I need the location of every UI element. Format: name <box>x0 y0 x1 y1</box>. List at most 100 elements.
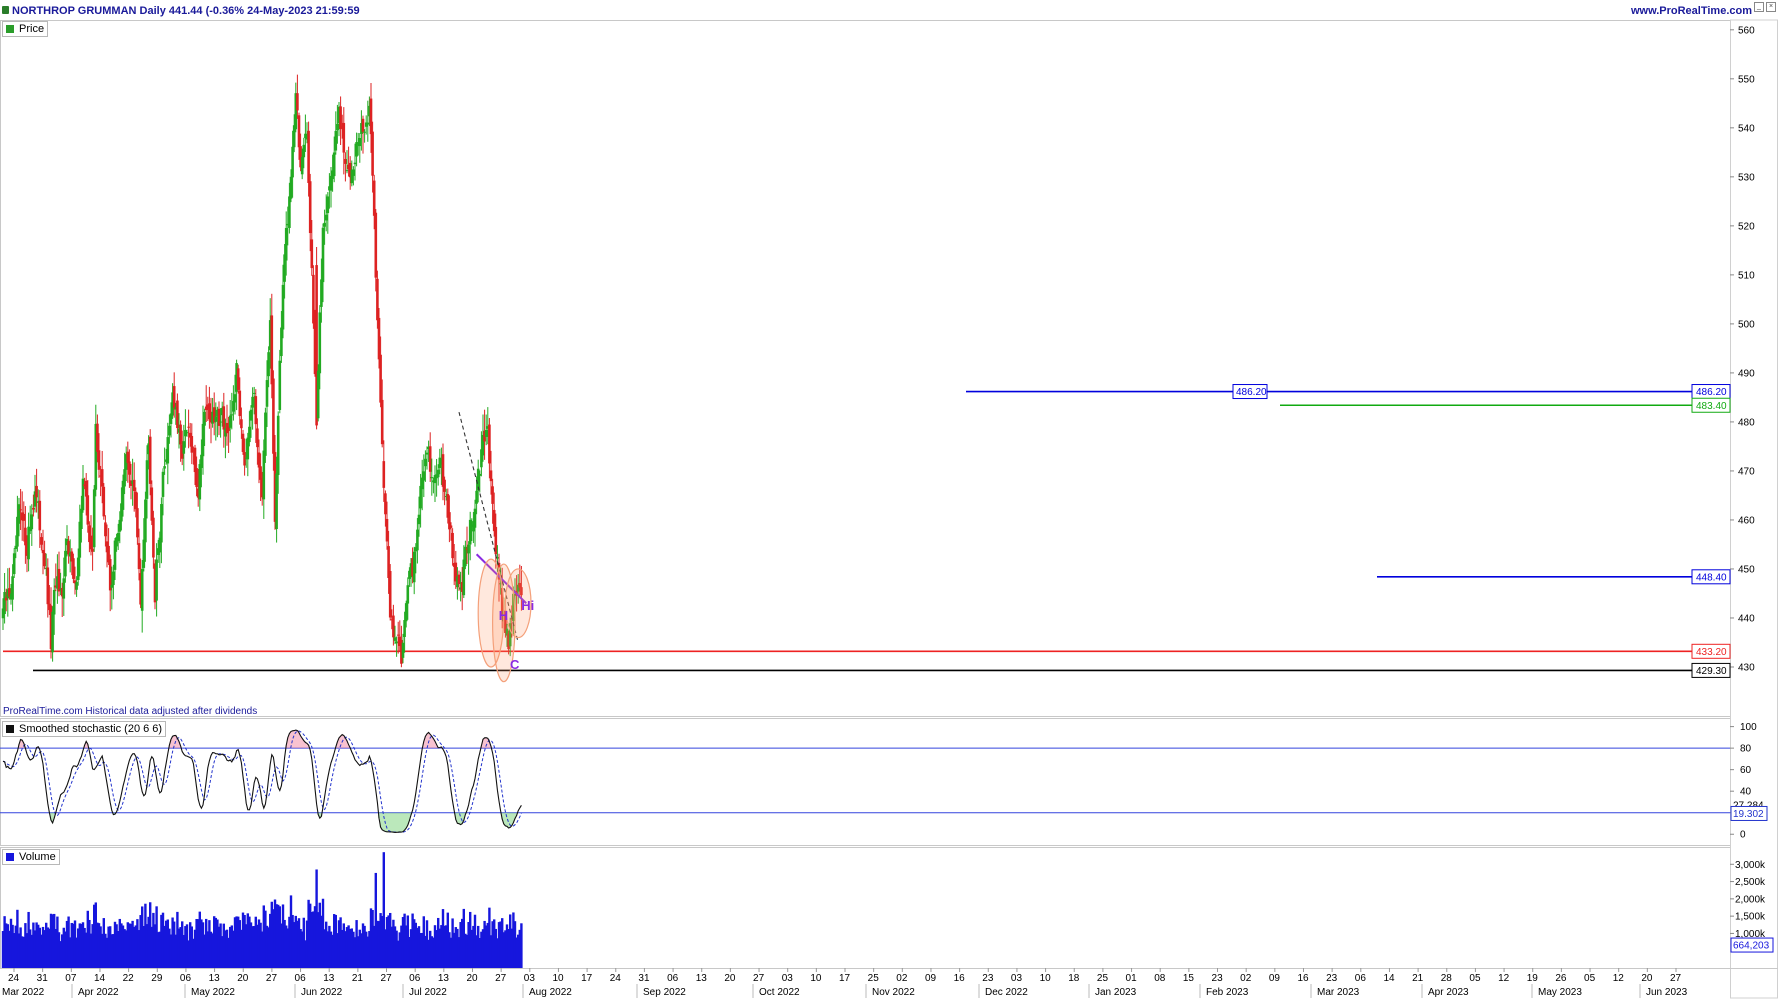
volume-bar <box>494 928 497 968</box>
stoch-ytick-label: 80 <box>1740 744 1752 755</box>
volume-bar <box>241 912 245 968</box>
volume-bar <box>435 930 438 968</box>
candle <box>48 585 51 615</box>
candle-body <box>390 619 394 621</box>
volume-bar <box>507 928 510 968</box>
volume-bar <box>46 927 49 968</box>
price-ytick-label: 490 <box>1738 368 1755 379</box>
volume-ytick-label: 1,000k <box>1735 929 1766 940</box>
x-day-label: 06 <box>180 973 192 984</box>
candle-body <box>128 461 131 475</box>
volume-last-label: 664,203 <box>1733 941 1770 952</box>
candle-body <box>328 186 331 191</box>
price-panel-label[interactable]: Price <box>2 21 49 37</box>
volume-bar <box>448 932 451 968</box>
candle <box>9 583 13 605</box>
candle-body <box>227 426 230 431</box>
candle <box>27 512 30 572</box>
candle <box>505 623 509 647</box>
site-link[interactable]: www.ProRealTime.com <box>1630 5 1752 17</box>
x-day-label: 14 <box>94 973 106 984</box>
volume-bar <box>96 922 99 968</box>
x-day-label: 13 <box>323 973 335 984</box>
candle <box>177 413 181 449</box>
candle-body <box>288 196 291 228</box>
candle <box>312 265 315 329</box>
x-month-label: Apr 2023 <box>1428 987 1469 998</box>
candle-body <box>179 424 182 445</box>
candle <box>104 515 107 547</box>
candle <box>36 489 40 519</box>
candle <box>272 370 275 471</box>
candle <box>492 492 496 537</box>
candle <box>86 480 90 533</box>
candle-body <box>120 503 123 522</box>
candle <box>473 499 477 547</box>
candle-body <box>182 441 186 454</box>
candle-body <box>241 433 245 452</box>
candle-body <box>380 399 384 445</box>
volume-bar <box>120 923 123 968</box>
candle <box>292 114 296 153</box>
candle-body <box>161 471 165 497</box>
candle <box>139 558 142 609</box>
x-day-label: 03 <box>1011 973 1023 984</box>
volume-bar <box>8 930 11 968</box>
candle-body <box>166 437 170 464</box>
volume-bar <box>477 925 480 968</box>
candle-body <box>478 473 482 476</box>
minimize-icon[interactable]: _ <box>1754 2 1764 12</box>
candle-body <box>256 428 259 448</box>
candle <box>449 522 453 541</box>
candle <box>174 402 178 425</box>
close-icon[interactable]: × <box>1766 2 1776 12</box>
volume-bar <box>45 922 48 968</box>
candle-body <box>425 452 429 455</box>
candle <box>249 405 253 438</box>
candle-body <box>48 603 51 611</box>
price-ytick-label: 510 <box>1738 270 1755 281</box>
x-day-label: 27 <box>495 973 507 984</box>
candle <box>25 535 29 573</box>
volume-bar <box>342 923 345 968</box>
volume-bar <box>333 914 336 968</box>
candle-body <box>372 180 376 216</box>
stoch-panel-label[interactable]: Smoothed stochastic (20 6 6) <box>2 721 167 737</box>
candle-body <box>153 563 157 603</box>
candle-body <box>468 519 472 545</box>
candle-body <box>388 570 392 618</box>
volume-bar <box>219 923 222 968</box>
volume-panel-label[interactable]: Volume <box>2 849 60 865</box>
candle-body <box>419 485 422 509</box>
candle-body <box>300 156 304 175</box>
volume-bar <box>493 919 496 968</box>
volume-bar <box>408 936 411 968</box>
candle <box>195 456 198 497</box>
candle-body <box>126 451 130 463</box>
candle-body <box>124 454 128 470</box>
candle-body <box>100 469 104 487</box>
candle <box>150 480 154 526</box>
trendline-dashed <box>458 411 519 643</box>
candle <box>308 173 312 252</box>
candle <box>364 115 368 135</box>
candle-body <box>310 239 314 269</box>
volume-bar <box>145 924 149 968</box>
candle-body <box>208 403 211 420</box>
volume-bar <box>293 922 296 968</box>
candle <box>49 587 53 659</box>
volume-bar <box>422 916 425 968</box>
candle-body <box>464 546 467 567</box>
volume-bar <box>125 930 128 968</box>
candle <box>516 574 520 604</box>
candle <box>262 439 266 519</box>
candle <box>60 582 64 617</box>
volume-bar <box>301 931 304 968</box>
volume-bar <box>456 928 459 968</box>
candle-body <box>83 484 86 487</box>
volume-bar <box>259 922 262 968</box>
candle-body <box>46 567 50 605</box>
candle-body <box>259 466 262 480</box>
candle-body <box>520 587 523 596</box>
candle <box>480 431 483 477</box>
